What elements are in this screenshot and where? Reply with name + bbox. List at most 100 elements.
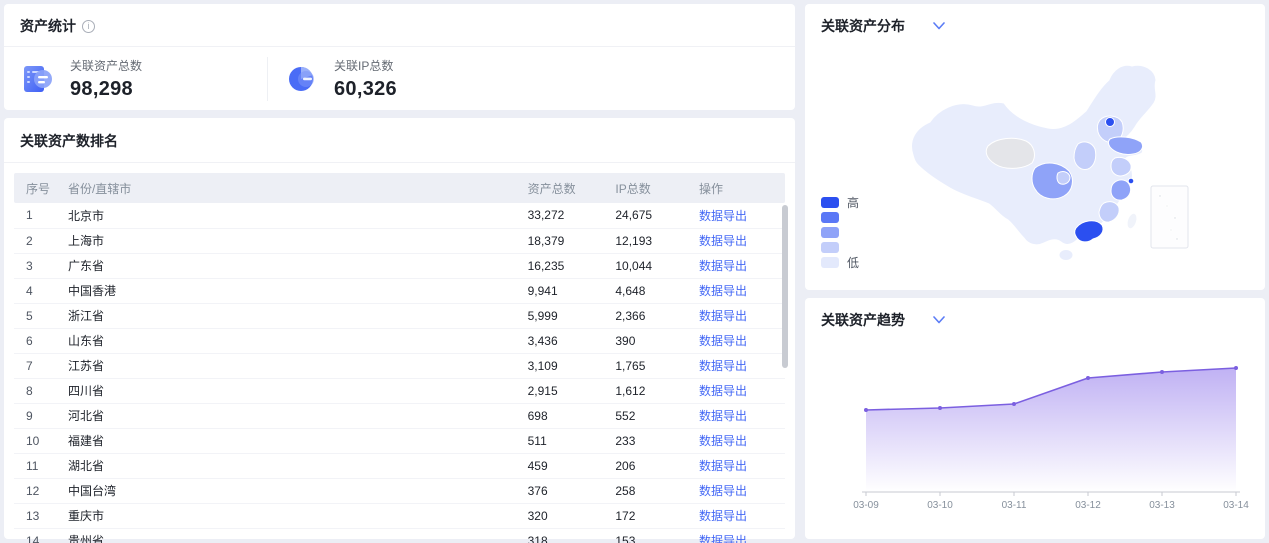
asset-list-icon bbox=[22, 63, 54, 95]
region-shanghai[interactable] bbox=[1128, 178, 1134, 184]
rank-cell: 5 bbox=[14, 303, 60, 328]
province-cell: 重庆市 bbox=[60, 503, 520, 528]
ips-cell: 1,765 bbox=[607, 353, 691, 378]
province-cell: 北京市 bbox=[60, 203, 520, 228]
map-legend: 高低 bbox=[821, 196, 859, 268]
trend-point[interactable] bbox=[1086, 376, 1090, 380]
table-row: 10福建省511233数据导出 bbox=[14, 428, 785, 453]
table-row: 11湖北省459206数据导出 bbox=[14, 453, 785, 478]
axis-tick-label: 03-12 bbox=[1075, 500, 1101, 511]
table-scrollbar[interactable] bbox=[782, 205, 788, 368]
ips-cell: 172 bbox=[607, 503, 691, 528]
legend-row: 高 bbox=[821, 196, 859, 208]
rank-cell: 1 bbox=[14, 203, 60, 228]
region-shaanxi[interactable] bbox=[1074, 142, 1096, 169]
export-data-link[interactable]: 数据导出 bbox=[699, 384, 747, 398]
rank-cell: 14 bbox=[14, 528, 60, 543]
region-jiangsu[interactable] bbox=[1111, 157, 1131, 176]
export-data-link[interactable]: 数据导出 bbox=[699, 334, 747, 348]
rank-cell: 3 bbox=[14, 253, 60, 278]
export-data-link[interactable]: 数据导出 bbox=[699, 509, 747, 523]
rank-cell: 4 bbox=[14, 278, 60, 303]
asset-stats-title: 资产统计 bbox=[20, 16, 76, 36]
region-taiwan[interactable] bbox=[1125, 212, 1139, 230]
region-chongqing[interactable] bbox=[1057, 172, 1070, 185]
chevron-down-icon[interactable] bbox=[933, 22, 945, 30]
axis-tick-label: 03-14 bbox=[1223, 500, 1249, 511]
province-cell: 福建省 bbox=[60, 428, 520, 453]
region-hainan[interactable] bbox=[1059, 250, 1073, 261]
stat-label: 关联IP总数 bbox=[334, 57, 397, 74]
export-data-link[interactable]: 数据导出 bbox=[699, 209, 747, 223]
table-row: 5浙江省5,9992,366数据导出 bbox=[14, 303, 785, 328]
assets-cell: 33,272 bbox=[520, 203, 608, 228]
action-cell: 数据导出 bbox=[691, 378, 785, 403]
legend-row bbox=[821, 211, 859, 223]
trend-header: 关联资产趋势 bbox=[805, 298, 1265, 336]
col-header-ips: IP总数 bbox=[607, 173, 691, 203]
chevron-down-icon[interactable] bbox=[933, 316, 945, 324]
info-icon[interactable]: i bbox=[82, 20, 95, 33]
action-cell: 数据导出 bbox=[691, 503, 785, 528]
export-data-link[interactable]: 数据导出 bbox=[699, 259, 747, 273]
china-map-group bbox=[912, 65, 1157, 260]
ips-cell: 24,675 bbox=[607, 203, 691, 228]
action-cell: 数据导出 bbox=[691, 353, 785, 378]
ips-cell: 552 bbox=[607, 403, 691, 428]
trend-area-chart: 03-0903-1003-1103-1203-1303-14 bbox=[805, 334, 1265, 534]
export-data-link[interactable]: 数据导出 bbox=[699, 434, 747, 448]
assets-cell: 3,109 bbox=[520, 353, 608, 378]
trend-point[interactable] bbox=[1234, 366, 1238, 370]
stat-value: 60,326 bbox=[334, 78, 397, 101]
trend-point[interactable] bbox=[938, 406, 942, 410]
ips-cell: 153 bbox=[607, 528, 691, 543]
export-data-link[interactable]: 数据导出 bbox=[699, 309, 747, 323]
rank-cell: 7 bbox=[14, 353, 60, 378]
export-data-link[interactable]: 数据导出 bbox=[699, 359, 747, 373]
asset-stats-header: 资产统计 i bbox=[4, 4, 795, 47]
rank-cell: 6 bbox=[14, 328, 60, 353]
export-data-link[interactable]: 数据导出 bbox=[699, 484, 747, 498]
stat-value: 98,298 bbox=[70, 78, 142, 101]
region-fujian[interactable] bbox=[1099, 202, 1119, 223]
export-data-link[interactable]: 数据导出 bbox=[699, 409, 747, 423]
province-cell: 四川省 bbox=[60, 378, 520, 403]
province-cell: 浙江省 bbox=[60, 303, 520, 328]
action-cell: 数据导出 bbox=[691, 228, 785, 253]
assets-cell: 18,379 bbox=[520, 228, 608, 253]
action-cell: 数据导出 bbox=[691, 203, 785, 228]
legend-row bbox=[821, 241, 859, 253]
legend-swatch bbox=[821, 227, 839, 238]
export-data-link[interactable]: 数据导出 bbox=[699, 234, 747, 248]
china-map bbox=[805, 34, 1265, 284]
ips-cell: 233 bbox=[607, 428, 691, 453]
south-china-sea-inset bbox=[1151, 186, 1188, 248]
table-row: 3广东省16,23510,044数据导出 bbox=[14, 253, 785, 278]
region-zhejiang[interactable] bbox=[1111, 180, 1131, 200]
ips-cell: 4,648 bbox=[607, 278, 691, 303]
trend-plot: 03-0903-1003-1103-1203-1303-14 bbox=[853, 366, 1249, 511]
region-beijing[interactable] bbox=[1106, 118, 1115, 127]
action-cell: 数据导出 bbox=[691, 403, 785, 428]
ranking-header: 关联资产数排名 bbox=[4, 118, 795, 163]
assets-cell: 698 bbox=[520, 403, 608, 428]
ranking-table-body: 1北京市33,27224,675数据导出2上海市18,37912,193数据导出… bbox=[14, 203, 785, 543]
assets-cell: 318 bbox=[520, 528, 608, 543]
export-data-link[interactable]: 数据导出 bbox=[699, 534, 747, 543]
trend-point[interactable] bbox=[864, 408, 868, 412]
export-data-link[interactable]: 数据导出 bbox=[699, 284, 747, 298]
axis-tick-label: 03-11 bbox=[1002, 500, 1027, 511]
assets-cell: 511 bbox=[520, 428, 608, 453]
table-row: 12中国台湾376258数据导出 bbox=[14, 478, 785, 503]
ips-cell: 258 bbox=[607, 478, 691, 503]
province-cell: 山东省 bbox=[60, 328, 520, 353]
trend-point[interactable] bbox=[1160, 370, 1164, 374]
assets-cell: 320 bbox=[520, 503, 608, 528]
province-cell: 中国台湾 bbox=[60, 478, 520, 503]
province-cell: 贵州省 bbox=[60, 528, 520, 543]
rank-cell: 2 bbox=[14, 228, 60, 253]
trend-point[interactable] bbox=[1012, 402, 1016, 406]
export-data-link[interactable]: 数据导出 bbox=[699, 459, 747, 473]
rank-cell: 12 bbox=[14, 478, 60, 503]
legend-row bbox=[821, 226, 859, 238]
